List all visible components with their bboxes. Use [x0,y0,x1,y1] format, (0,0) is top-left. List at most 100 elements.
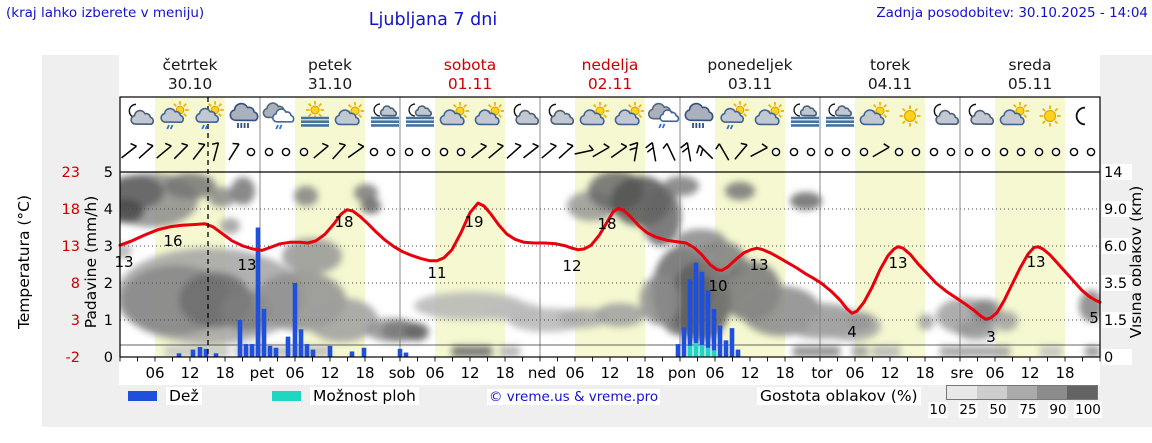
x-tick-label: 06 [285,364,304,382]
wind-barb-icon [680,142,692,162]
x-tick-label: tor [811,364,833,382]
temperature-tick-labels: 23 18 13 8 3 -2 [62,165,80,366]
day-header-sobota: sobota 01.11 [400,56,540,96]
x-tick-label: ned [528,364,556,382]
rain-swatch [128,390,157,401]
precipitation-tick-label: 4 [104,202,113,218]
x-tick-label: 06 [845,364,864,382]
moon-cloud-icon [128,103,155,125]
calm-wind-icon [824,147,834,157]
temperature-value-label: 13 [237,256,256,274]
cloud-rain-icon [684,102,714,128]
day-header-ponedeljek: ponedeljek 03.11 [680,56,820,96]
sun-cloud-icon [859,102,889,126]
x-tick-label: sob [389,364,416,382]
day-name: petek [308,56,352,74]
wind-barb-icon [488,142,504,159]
day-name: torek [869,56,911,74]
x-tick-label: 18 [215,364,234,382]
calm-wind-icon [841,147,851,157]
moon-fog-icon [791,103,819,127]
day-header-sreda: sreda 05.11 [960,56,1100,96]
calm-wind-icon [1086,147,1096,157]
calm-wind-icon [964,147,974,157]
wind-barb-icon [211,142,220,162]
sun-cloud-icon [579,102,609,126]
cloud-density-scale-labels: 10 25 50 75 90 100 [928,402,1120,418]
moon-cloud-icon [933,103,960,125]
moon-fog-icon [371,103,399,127]
x-tick-label: 12 [180,364,199,382]
moon-cloud-icon [513,103,540,125]
wind-barb-icon [347,142,365,159]
temperature-tick-label: 23 [62,165,80,181]
temperature-tick-label: 3 [71,313,80,329]
x-axis-labels: 06 12 18 pet 06 12 18 sob 06 12 18 ned 06 12 18 pon 06 12… [145,364,1074,382]
calm-wind-icon [439,147,449,157]
sun-icon [899,105,921,127]
temperature-tick-label: 8 [71,276,80,292]
copyright-link[interactable]: © vreme.us & vreme.pro [487,389,661,405]
sun-cloud-drizzle-icon [720,101,749,130]
moon-fog-icon [406,103,434,127]
calm-wind-icon [299,147,309,157]
wind-barb-icon [138,142,154,159]
wind-barb-icon [313,142,329,159]
temperature-value-label: 18 [334,213,353,231]
wind-barb-icon [592,143,610,158]
colorbar-tick-label: 100 [1074,402,1102,418]
x-tick-label: sre [951,364,974,382]
temperature-value-label: 13 [114,253,133,271]
rain-bars [176,227,741,357]
showers-legend-item: Možnost ploh [272,386,419,405]
colorbar-segment [1037,386,1067,399]
temperature-value-label: 3 [986,328,996,346]
cloud-height-tick-label: 1.5 [1104,313,1127,329]
day-name: sreda [1008,56,1052,74]
day-date: 03.11 [727,75,773,93]
calm-wind-icon [246,147,256,157]
day-name: četrtek [162,56,218,74]
showers-legend-label: Možnost ploh [310,386,419,405]
day-name: nedelja [581,56,639,74]
calm-wind-icon [1034,147,1044,157]
x-tick-label: 06 [425,364,444,382]
page-title: Ljubljana 7 dni [368,10,498,30]
day-date: 02.11 [587,75,633,93]
cloud-drizzle-icon [647,102,680,129]
colorbar-segment [977,386,1007,399]
showers-swatch [272,390,301,401]
calm-wind-icon [999,147,1009,157]
colorbar-tick-label: 50 [988,402,1008,418]
calm-wind-icon [456,147,466,157]
wind-barb-icon [750,143,768,158]
x-tick-label: pet [250,364,275,382]
wind-barb-icon [715,143,730,161]
calm-wind-icon [421,147,431,157]
cloud-rain-icon [229,102,259,128]
colorbar-tick-label: 90 [1048,402,1068,418]
wind-barb-icon [192,142,206,160]
wind-barb-icon [541,142,557,159]
last-update-text: Zadnja posodobitev: 30.10.2025 - 14:04 [876,5,1148,21]
x-axis-band [119,357,1100,385]
temperature-value-label: 12 [562,257,581,275]
wind-barb-icon [696,144,714,160]
x-tick-label: 18 [775,364,794,382]
cloud-density-label: Gostota oblakov (%) [757,387,921,405]
day-name: ponedeljek [707,56,793,74]
moon-cloud-icon [968,103,995,125]
day-date: 04.11 [867,75,913,93]
colorbar-tick-label: 25 [958,402,978,418]
day-header-petek: petek 31.10 [260,56,400,96]
sun-fog-icon [301,101,329,127]
moon-cloud-icon [548,103,575,125]
wind-barb-icon [121,142,137,159]
x-tick-label: 06 [985,364,1004,382]
colorbar-tick-label: 10 [928,402,948,418]
temperature-value-label: 13 [1026,253,1045,271]
precipitation-tick-label: 1 [104,313,113,329]
wind-barb-icon [610,142,628,159]
